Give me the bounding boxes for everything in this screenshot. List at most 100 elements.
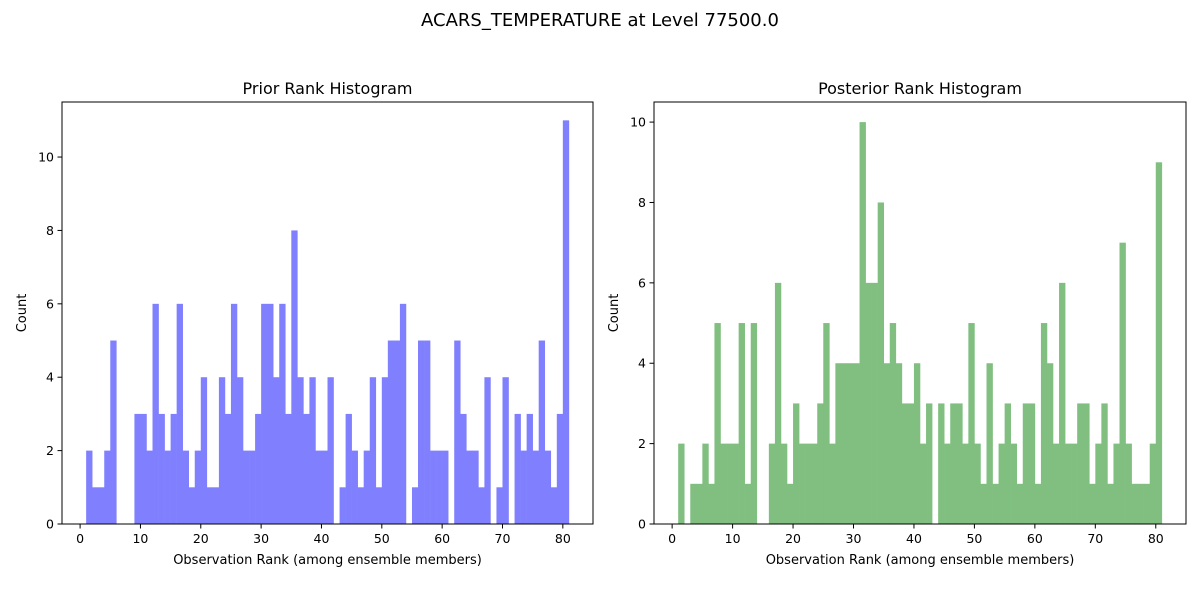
posterior-histogram-panel: Posterior Rank Histogram 0 10 20 30 40 50 60 70… [607,79,1187,568]
prior-ytick-label: 2 [46,443,54,458]
prior-bar [188,487,196,524]
prior-bar [170,413,177,524]
prior-bar [472,450,479,524]
posterior-xtick-label: 20 [785,531,801,546]
prior-histogram-frame [61,101,594,525]
posterior-bar [889,323,897,524]
posterior-bar [926,403,933,524]
posterior-ytick-label: 0 [638,517,646,532]
prior-bar [255,413,262,524]
posterior-bar [968,323,975,524]
prior-bar [520,450,527,524]
posterior-bar [913,363,921,524]
prior-xtick-label: 10 [132,531,148,546]
posterior-bar [750,323,758,524]
prior-bar [236,377,244,524]
prior-bar [182,450,190,524]
posterior-bar [1095,443,1102,524]
prior-bar [381,377,389,524]
posterior-histogram-bars [678,122,1163,525]
prior-bar [303,413,310,524]
posterior-bar [714,323,721,524]
posterior-bar [1113,443,1120,524]
posterior-histogram-ticks: 0 10 20 30 40 50 60 70 80 0 2 4 6 8 10 [630,115,1164,546]
prior-bar [243,450,250,524]
posterior-bar [1071,443,1078,524]
prior-bar [418,340,425,524]
posterior-bar [732,443,739,524]
prior-xtick-label: 30 [253,531,269,546]
posterior-bar [938,403,945,524]
posterior-xtick-label: 10 [725,531,741,546]
posterior-bar [865,282,872,524]
posterior-bar [787,483,794,524]
prior-bar [466,450,473,524]
posterior-bar [877,202,885,525]
posterior-bar [744,483,752,524]
prior-histogram-ylabel: Count [15,294,30,333]
posterior-bar [1059,282,1066,524]
posterior-bar [678,443,685,524]
prior-histogram-title: Prior Rank Histogram [243,79,413,98]
prior-bar [104,450,111,524]
posterior-bar [871,282,878,524]
posterior-xtick-label: 60 [1027,531,1043,546]
prior-bar [436,450,443,524]
posterior-bar [980,483,987,524]
prior-bar [285,413,292,524]
posterior-bar [708,483,715,524]
posterior-xtick-label: 50 [966,531,982,546]
posterior-bar [793,403,800,524]
posterior-xtick-label: 80 [1148,531,1164,546]
prior-bar [460,413,467,524]
posterior-bar [1155,162,1163,525]
posterior-ytick-label: 8 [638,195,646,210]
posterior-bar [1143,483,1151,524]
prior-bar [562,120,570,524]
prior-bar [212,487,220,524]
prior-xtick-label: 50 [374,531,390,546]
prior-bar [393,340,401,524]
prior-bar [249,450,256,524]
prior-ytick-label: 4 [46,370,54,385]
posterior-bar [1089,483,1096,524]
prior-bar [502,377,509,524]
prior-bar [261,303,268,524]
prior-bar [194,450,202,524]
posterior-bar [799,443,806,524]
prior-bar [315,450,322,524]
posterior-bar [702,443,709,524]
prior-bar [152,303,159,524]
posterior-histogram-xlabel: Observation Rank (among ensemble members… [766,553,1075,568]
posterior-bar [986,363,993,524]
posterior-xtick-label: 30 [846,531,862,546]
prior-bar [550,487,558,524]
prior-bar [369,377,377,524]
prior-ytick-label: 8 [46,223,54,238]
prior-bar [484,377,491,524]
posterior-bar [738,323,745,524]
prior-bar [424,340,431,524]
posterior-bar [805,443,812,524]
prior-bar [526,413,533,524]
prior-xtick-label: 0 [76,531,84,546]
prior-bar [321,450,328,524]
prior-bar [411,487,419,524]
posterior-bar [768,443,776,524]
posterior-bar [780,443,788,524]
posterior-bar [956,403,963,524]
prior-bar [176,303,183,524]
prior-bar [279,303,286,524]
prior-bar [544,450,552,524]
prior-bar [200,377,208,524]
posterior-ytick-label: 6 [638,275,646,290]
posterior-histogram-ylabel: Count [607,294,622,333]
prior-bar [86,450,93,524]
posterior-bar [726,443,733,524]
posterior-bar [944,443,951,524]
posterior-bar [811,443,818,524]
posterior-bar [1065,443,1072,524]
prior-ytick-label: 10 [38,150,54,165]
prior-bar [291,230,298,524]
prior-bar [351,450,358,524]
